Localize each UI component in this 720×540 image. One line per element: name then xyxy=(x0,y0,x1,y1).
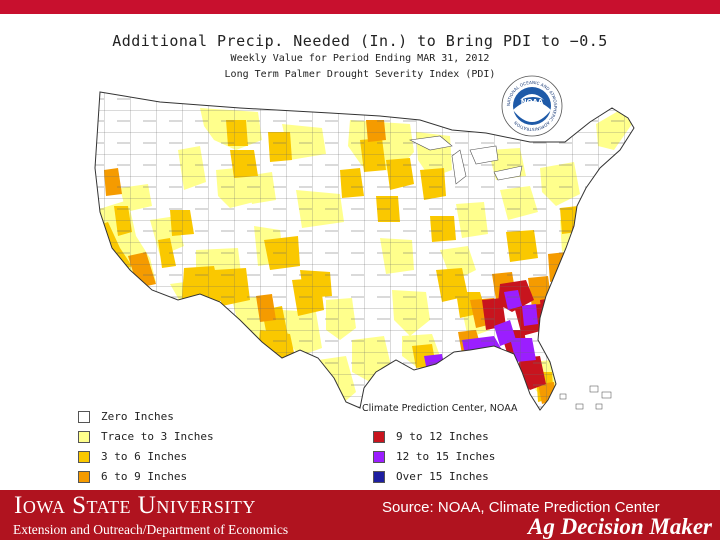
us-outline xyxy=(94,91,635,411)
great-lakes xyxy=(408,135,523,185)
legend-item-12-15: 12 to 15 Inches xyxy=(373,450,495,463)
source-text: Source: NOAA, Climate Prediction Center xyxy=(382,499,660,516)
top-accent-bar xyxy=(0,0,720,14)
legend-swatch xyxy=(373,430,385,443)
footer-bar xyxy=(0,490,720,540)
department-text: Extension and Outreach/Department of Eco… xyxy=(13,522,289,537)
legend-item-trace-3: Trace to 3 Inches xyxy=(78,430,214,443)
legend-label: 6 to 9 Inches xyxy=(101,470,188,483)
legend-swatch xyxy=(78,450,90,463)
legend-label: 3 to 6 Inches xyxy=(101,450,188,463)
drought-regions xyxy=(95,92,634,410)
legend-swatch xyxy=(78,410,90,423)
legend-item-9-12: 9 to 12 Inches xyxy=(373,430,489,443)
university-wordmark: Iowa State University xyxy=(14,492,256,519)
noaa-logo: NATIONAL OCEANIC AND ATMOSPHERIC ADMINIS… xyxy=(501,75,563,137)
map-credit: Climate Prediction Center, NOAA xyxy=(362,403,518,414)
legend-label: Zero Inches xyxy=(101,410,174,423)
map-subtitle-index: Long Term Palmer Drought Severity Index … xyxy=(224,69,496,80)
noaa-logo-text: NOAA xyxy=(521,98,544,106)
legend-swatch xyxy=(78,430,90,443)
legend-swatch xyxy=(78,470,90,483)
legend-label: Over 15 Inches xyxy=(396,470,489,483)
program-wordmark: Ag Decision Maker xyxy=(528,514,712,539)
map-subtitle-week: Weekly Value for Period Ending MAR 31, 2… xyxy=(230,53,490,64)
legend-item-zero: Zero Inches xyxy=(78,410,174,423)
legend-label: 12 to 15 Inches xyxy=(396,450,496,463)
legend-item-over-15: Over 15 Inches xyxy=(373,470,489,483)
legend-label: 9 to 12 Inches xyxy=(396,430,489,443)
legend-swatch xyxy=(373,470,385,483)
coastal-islands xyxy=(559,385,612,410)
legend-item-3-6: 3 to 6 Inches xyxy=(78,450,187,463)
map-title: Additional Precip. Needed (In.) to Bring… xyxy=(112,32,608,50)
legend-item-6-9: 6 to 9 Inches xyxy=(78,470,187,483)
legend-swatch xyxy=(373,450,385,463)
legend-label: Trace to 3 Inches xyxy=(101,430,214,443)
